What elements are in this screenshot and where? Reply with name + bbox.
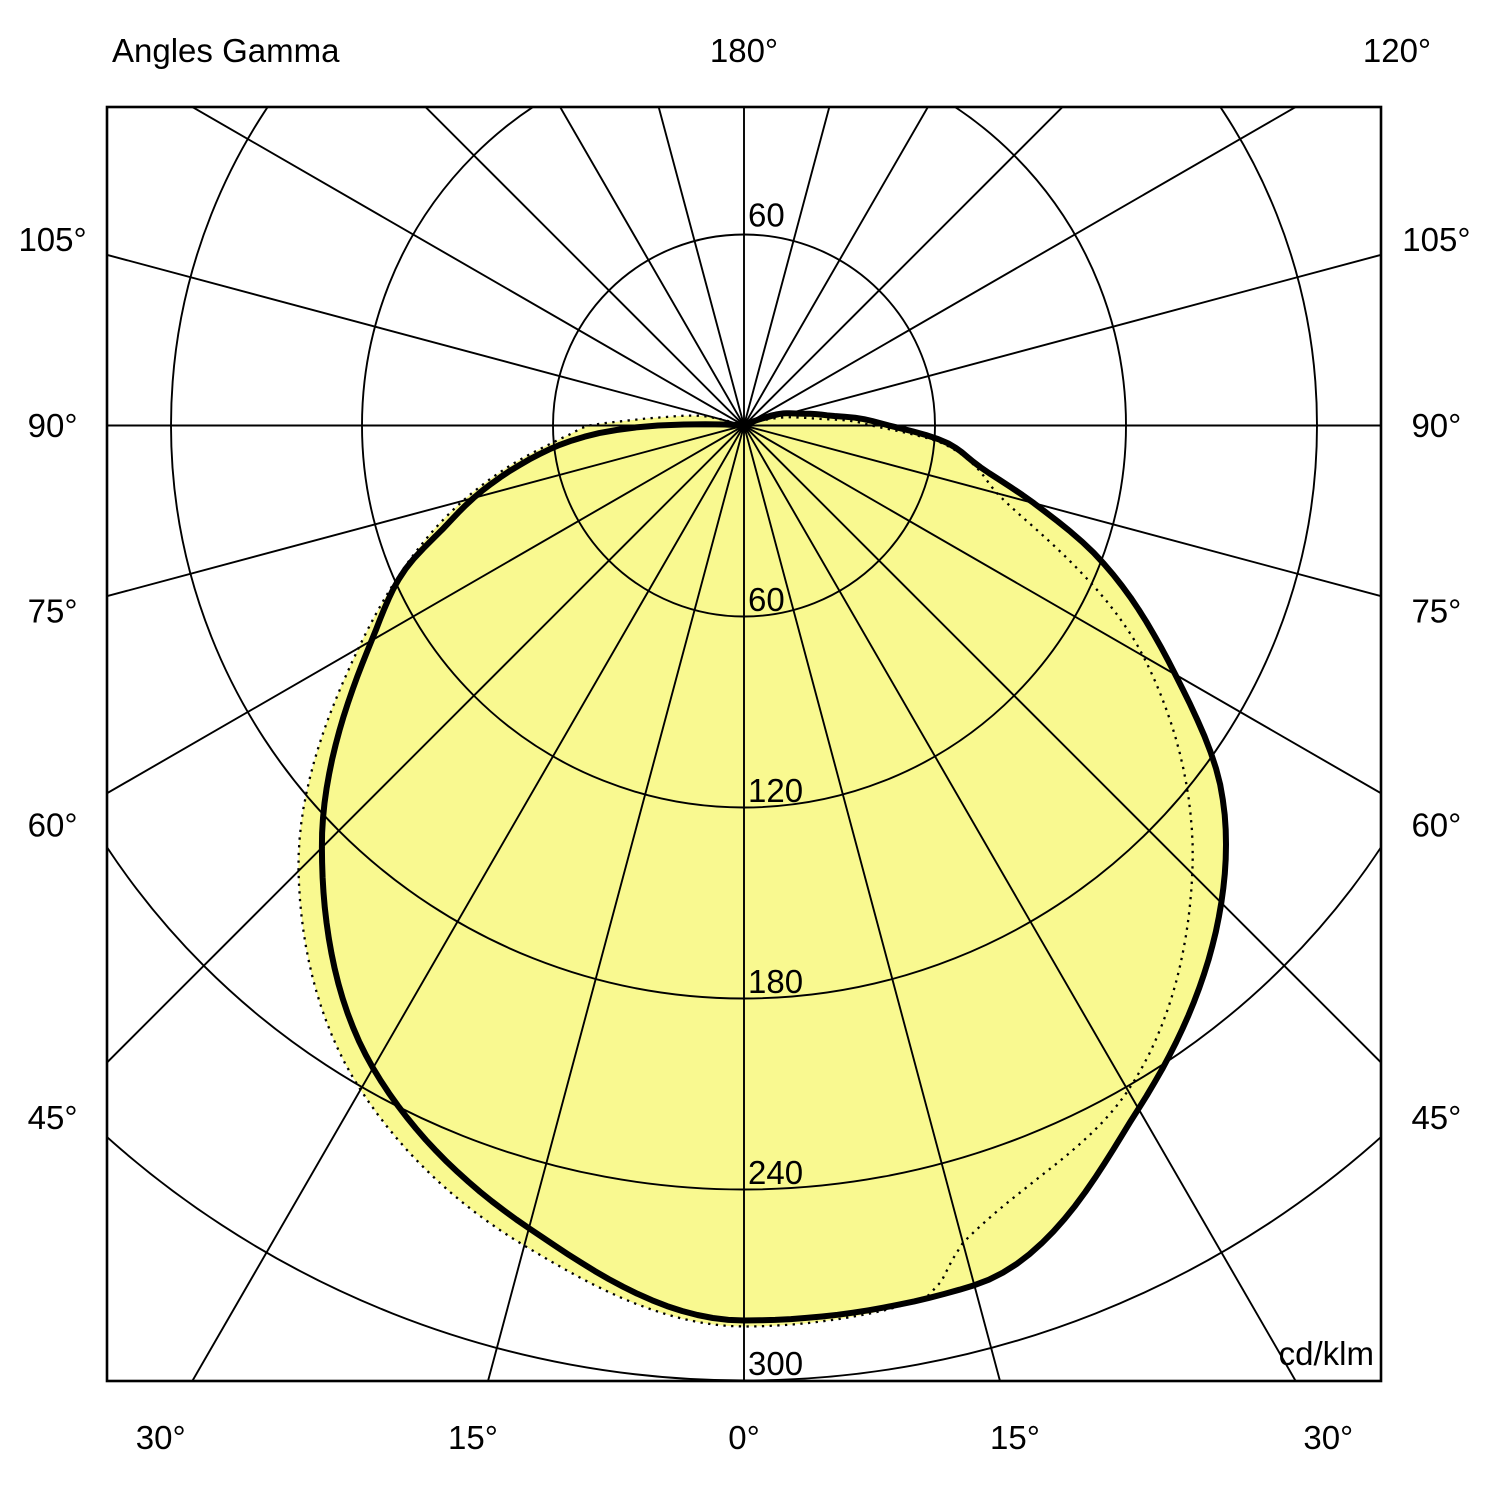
svg-text:0°: 0° xyxy=(728,1419,760,1456)
svg-text:300: 300 xyxy=(748,1345,803,1382)
svg-text:15°: 15° xyxy=(448,1419,498,1456)
svg-text:60°: 60° xyxy=(28,807,78,844)
svg-text:90°: 90° xyxy=(1411,407,1461,444)
svg-text:105°: 105° xyxy=(1402,221,1470,258)
svg-text:60°: 60° xyxy=(1411,807,1461,844)
svg-text:cd/klm: cd/klm xyxy=(1279,1335,1374,1372)
svg-text:30°: 30° xyxy=(1303,1419,1353,1456)
svg-text:60: 60 xyxy=(748,581,785,618)
svg-text:105°: 105° xyxy=(18,221,86,258)
svg-text:75°: 75° xyxy=(28,592,78,629)
svg-text:75°: 75° xyxy=(1411,592,1461,629)
svg-text:120: 120 xyxy=(748,772,803,809)
svg-text:120°: 120° xyxy=(1363,32,1431,69)
svg-text:15°: 15° xyxy=(990,1419,1040,1456)
svg-text:Angles Gamma: Angles Gamma xyxy=(112,32,340,69)
svg-text:45°: 45° xyxy=(28,1099,78,1136)
svg-text:180: 180 xyxy=(748,963,803,1000)
svg-text:45°: 45° xyxy=(1411,1099,1461,1136)
svg-text:240: 240 xyxy=(748,1154,803,1191)
svg-text:30°: 30° xyxy=(136,1419,186,1456)
svg-text:90°: 90° xyxy=(28,407,78,444)
svg-text:180°: 180° xyxy=(710,32,778,69)
svg-text:60: 60 xyxy=(748,197,785,234)
